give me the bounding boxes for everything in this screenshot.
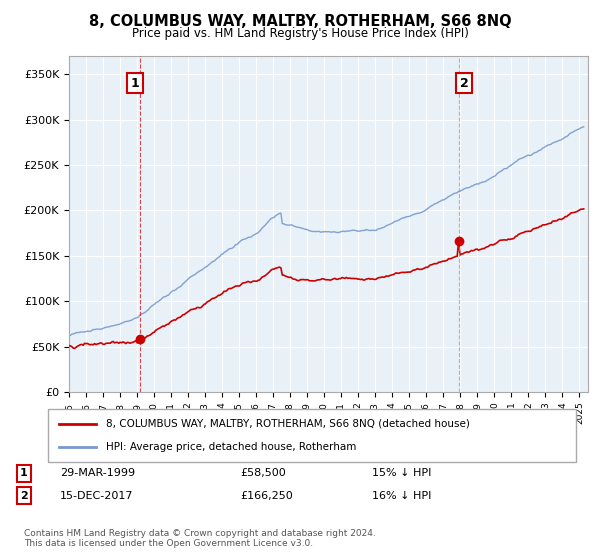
Text: 8, COLUMBUS WAY, MALTBY, ROTHERHAM, S66 8NQ (detached house): 8, COLUMBUS WAY, MALTBY, ROTHERHAM, S66 … <box>106 419 470 429</box>
Text: HPI: Average price, detached house, Rotherham: HPI: Average price, detached house, Roth… <box>106 442 356 452</box>
FancyBboxPatch shape <box>48 409 576 462</box>
Text: 16% ↓ HPI: 16% ↓ HPI <box>372 491 431 501</box>
Text: 2: 2 <box>20 491 28 501</box>
Text: 29-MAR-1999: 29-MAR-1999 <box>60 468 135 478</box>
Text: 1: 1 <box>20 468 28 478</box>
Text: 8, COLUMBUS WAY, MALTBY, ROTHERHAM, S66 8NQ: 8, COLUMBUS WAY, MALTBY, ROTHERHAM, S66 … <box>89 14 511 29</box>
Text: Contains HM Land Registry data © Crown copyright and database right 2024.
This d: Contains HM Land Registry data © Crown c… <box>24 529 376 548</box>
Text: £166,250: £166,250 <box>240 491 293 501</box>
Text: Price paid vs. HM Land Registry's House Price Index (HPI): Price paid vs. HM Land Registry's House … <box>131 27 469 40</box>
Text: 2: 2 <box>460 77 469 90</box>
Text: 15-DEC-2017: 15-DEC-2017 <box>60 491 133 501</box>
Text: 15% ↓ HPI: 15% ↓ HPI <box>372 468 431 478</box>
Text: 1: 1 <box>130 77 139 90</box>
Text: £58,500: £58,500 <box>240 468 286 478</box>
